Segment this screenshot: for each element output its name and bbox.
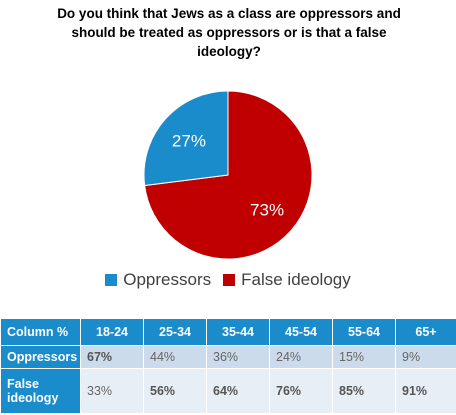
legend-item-false-ideology: False ideology: [223, 270, 351, 290]
row-header-false-ideology: False ideology: [0, 368, 81, 414]
legend-swatch-false-ideology: [223, 274, 236, 286]
pie-label-false-ideology: 73%: [250, 200, 284, 219]
chart-title: Do you think that Jews as a class are op…: [57, 6, 401, 59]
pie-slice-oppressors: [143, 90, 229, 187]
table-cell: 24%: [269, 345, 333, 369]
table-cell: 91%: [395, 368, 456, 414]
table-cell: 64%: [206, 368, 270, 414]
table-cell: 56%: [143, 368, 207, 414]
table-header-row: Column % 18-24 25-34 35-44 45-54 55-64 6…: [0, 318, 456, 346]
table-cell: 85%: [332, 368, 396, 414]
legend-item-oppressors: Oppressors: [105, 270, 211, 290]
legend-label-oppressors: Oppressors: [123, 270, 212, 289]
table-cell: 67%: [80, 345, 144, 369]
table-row: False ideology 33% 56% 64% 76% 85% 91%: [0, 368, 456, 414]
table-cell: 33%: [80, 368, 144, 414]
legend: Oppressors False ideology: [0, 270, 456, 290]
legend-swatch-oppressors: [105, 274, 118, 286]
pie-label-oppressors: 27%: [172, 132, 206, 151]
column-header: 35-44: [206, 318, 270, 346]
table-cell: 44%: [143, 345, 207, 369]
table-row: Oppressors 67% 44% 36% 24% 15% 9%: [0, 345, 456, 369]
column-header: 55-64: [332, 318, 396, 346]
table-cell: 76%: [269, 368, 333, 414]
row-header-oppressors: Oppressors: [0, 345, 81, 369]
table-corner-header: Column %: [0, 318, 81, 346]
legend-label-false-ideology: False ideology: [241, 270, 351, 289]
column-header: 18-24: [80, 318, 144, 346]
table-cell: 9%: [395, 345, 456, 369]
column-header: 65+: [395, 318, 456, 346]
age-breakdown-table: Column % 18-24 25-34 35-44 45-54 55-64 6…: [0, 318, 456, 414]
pie-chart: 73% 27%: [143, 90, 313, 260]
table-cell: 36%: [206, 345, 270, 369]
table-cell: 15%: [332, 345, 396, 369]
column-header: 45-54: [269, 318, 333, 346]
column-header: 25-34: [143, 318, 207, 346]
